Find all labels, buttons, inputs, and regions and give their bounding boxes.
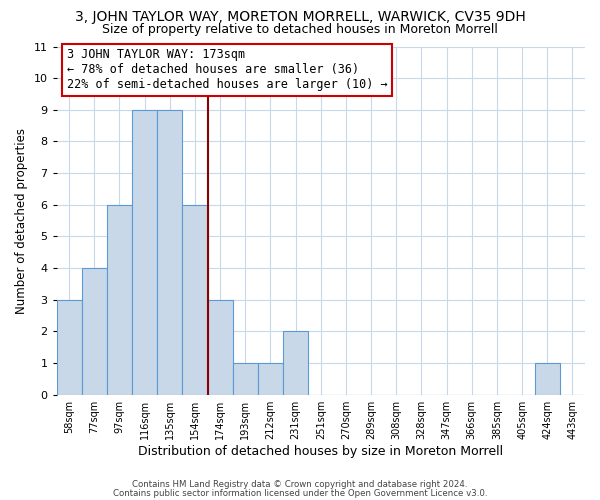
Bar (208, 300, 233, 394)
Bar (233, 363, 258, 394)
X-axis label: Distribution of detached houses by size in Moreton Morrell: Distribution of detached houses by size … (138, 444, 503, 458)
Bar (258, 363, 283, 394)
Bar (157, 110, 182, 395)
Bar (56, 300, 82, 394)
Text: 3, JOHN TAYLOR WAY, MORETON MORRELL, WARWICK, CV35 9DH: 3, JOHN TAYLOR WAY, MORETON MORRELL, WAR… (74, 10, 526, 24)
Y-axis label: Number of detached properties: Number of detached properties (15, 128, 28, 314)
Bar (132, 110, 157, 395)
Text: Size of property relative to detached houses in Moreton Morrell: Size of property relative to detached ho… (102, 22, 498, 36)
Bar (182, 205, 208, 394)
Bar (283, 332, 308, 394)
Text: Contains HM Land Registry data © Crown copyright and database right 2024.: Contains HM Land Registry data © Crown c… (132, 480, 468, 489)
Text: Contains public sector information licensed under the Open Government Licence v3: Contains public sector information licen… (113, 488, 487, 498)
Bar (535, 363, 560, 394)
Bar (82, 268, 107, 394)
Text: 3 JOHN TAYLOR WAY: 173sqm
← 78% of detached houses are smaller (36)
22% of semi-: 3 JOHN TAYLOR WAY: 173sqm ← 78% of detac… (67, 48, 388, 91)
Bar (107, 205, 132, 394)
